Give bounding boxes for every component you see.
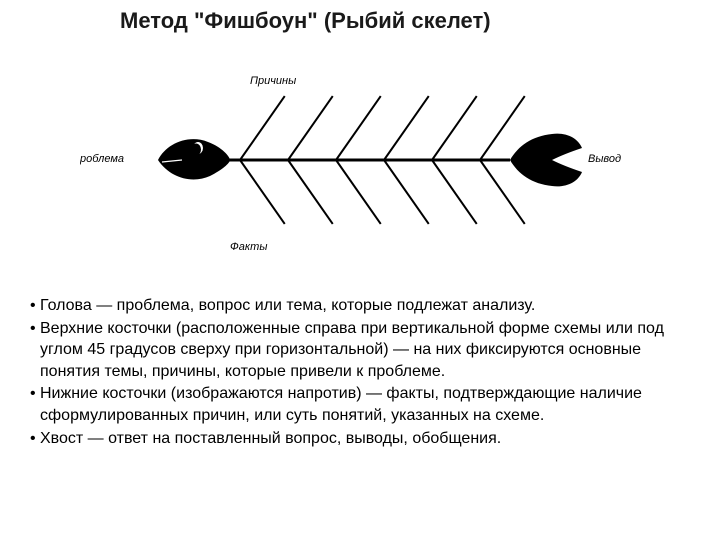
- description-list: Голова — проблема, вопрос или тема, кото…: [28, 295, 680, 450]
- label-head: Проблема: [80, 153, 124, 165]
- bone-bottom: [336, 160, 381, 224]
- label-facts: Факты: [230, 241, 267, 253]
- bullet-item: Нижние косточки (изображаются напротив) …: [30, 383, 680, 426]
- bone-top: [384, 96, 429, 160]
- bullet-item: Хвост — ответ на поставленный вопрос, вы…: [30, 428, 680, 450]
- fish-eye-shadow: [191, 144, 201, 156]
- label-tail: Вывод: [588, 153, 621, 165]
- bone-bottom: [288, 160, 333, 224]
- label-causes: Причины: [250, 75, 296, 87]
- fishbone-svg: Проблема Вывод Причины Факты: [80, 50, 640, 270]
- bone-top: [336, 96, 381, 160]
- bone-bottom: [384, 160, 429, 224]
- page-title: Метод "Фишбоун" (Рыбий скелет): [120, 8, 560, 34]
- fish-tail: [510, 134, 582, 187]
- bullet-item: Верхние косточки (расположенные справа п…: [30, 318, 680, 383]
- bone-top: [432, 96, 477, 160]
- bullet-item: Голова — проблема, вопрос или тема, кото…: [30, 295, 680, 317]
- bone-top: [288, 96, 333, 160]
- fishbone-diagram: Проблема Вывод Причины Факты: [80, 50, 640, 270]
- slide: Метод "Фишбоун" (Рыбий скелет) Проблема В…: [0, 0, 720, 540]
- bone-top: [240, 96, 285, 160]
- bone-bottom: [240, 160, 285, 224]
- bone-bottom: [432, 160, 477, 224]
